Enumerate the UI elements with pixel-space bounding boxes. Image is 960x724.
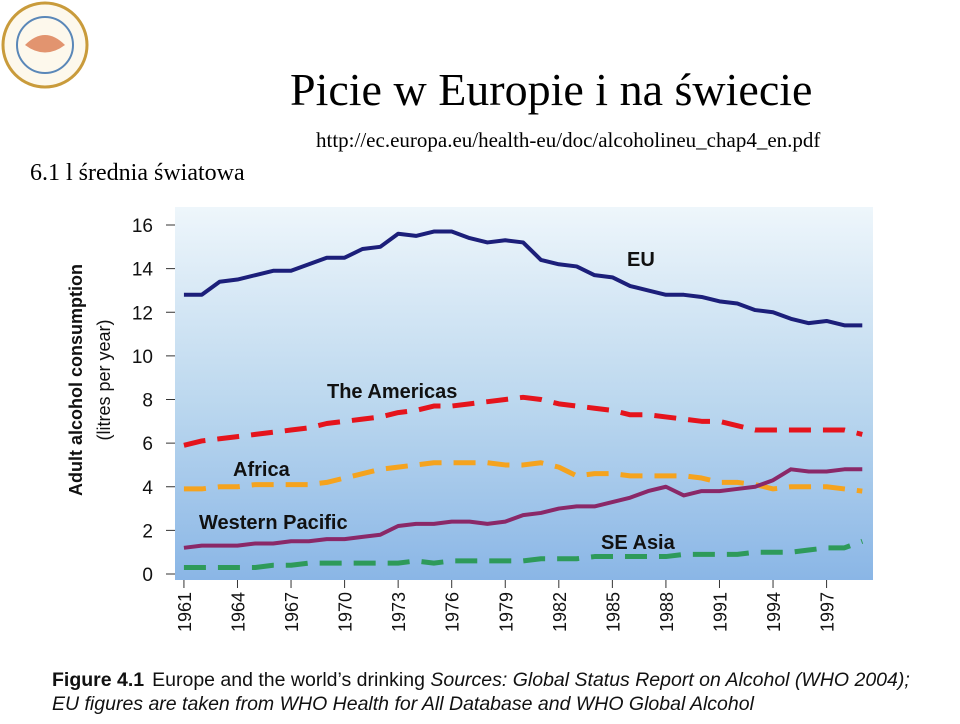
x-tick-label: 1970 xyxy=(336,592,356,632)
x-tick-label: 1991 xyxy=(710,592,730,632)
logo xyxy=(1,1,89,89)
slide-title: Picie w Europie i na świecie xyxy=(290,64,812,115)
series-line xyxy=(183,467,863,550)
annotation: 6.1 l średnia światowa xyxy=(30,160,245,186)
y-tick-label: 12 xyxy=(132,303,153,324)
x-tick-label: 1961 xyxy=(175,592,195,632)
y-tick-label: 2 xyxy=(142,521,153,542)
series-label: The Americas xyxy=(327,381,457,403)
x-tick-label: 1973 xyxy=(389,592,409,632)
x-tick-label: 1988 xyxy=(657,592,677,632)
y-tick-label: 8 xyxy=(142,391,153,412)
y-tick-label: 4 xyxy=(142,478,153,499)
series-label: Africa xyxy=(233,459,291,481)
series-label: SE Asia xyxy=(601,532,676,554)
x-tick-label: 1967 xyxy=(282,592,302,632)
y-tick-label: 6 xyxy=(142,434,153,455)
y-axis-label: Adult alcohol consumption xyxy=(66,264,86,496)
caption: Figure 4.1 Europe and the world’s drinkin… xyxy=(52,668,922,716)
y-axis-label: (litres per year) xyxy=(94,319,114,440)
series-line xyxy=(183,538,864,570)
y-tick-label: 14 xyxy=(132,260,154,281)
figure-label: Figure 4.1 xyxy=(52,669,145,691)
y-tick-label: 16 xyxy=(132,216,153,237)
y-tick-label: 10 xyxy=(132,347,153,368)
x-tick-label: 1982 xyxy=(550,592,570,632)
sources: Sources: Global Status Report on Alcohol… xyxy=(52,669,910,715)
x-tick-label: 1985 xyxy=(603,592,623,632)
x-tick-label: 1979 xyxy=(496,592,516,632)
x-tick-label: 1964 xyxy=(228,592,248,632)
source-url: http://ec.europa.eu/health-eu/doc/alcoho… xyxy=(316,128,820,152)
x-tick-label: 1994 xyxy=(764,592,784,632)
caption-text: Europe and the world’s drinking xyxy=(152,669,425,691)
x-tick-label: 1997 xyxy=(818,592,838,632)
series-label: Western Pacific xyxy=(199,512,348,534)
series-line xyxy=(183,229,863,328)
series-label: EU xyxy=(627,249,655,271)
series-line xyxy=(183,460,863,494)
series-line xyxy=(183,394,863,448)
x-tick-label: 1976 xyxy=(443,592,463,632)
y-tick-label: 0 xyxy=(142,565,153,586)
